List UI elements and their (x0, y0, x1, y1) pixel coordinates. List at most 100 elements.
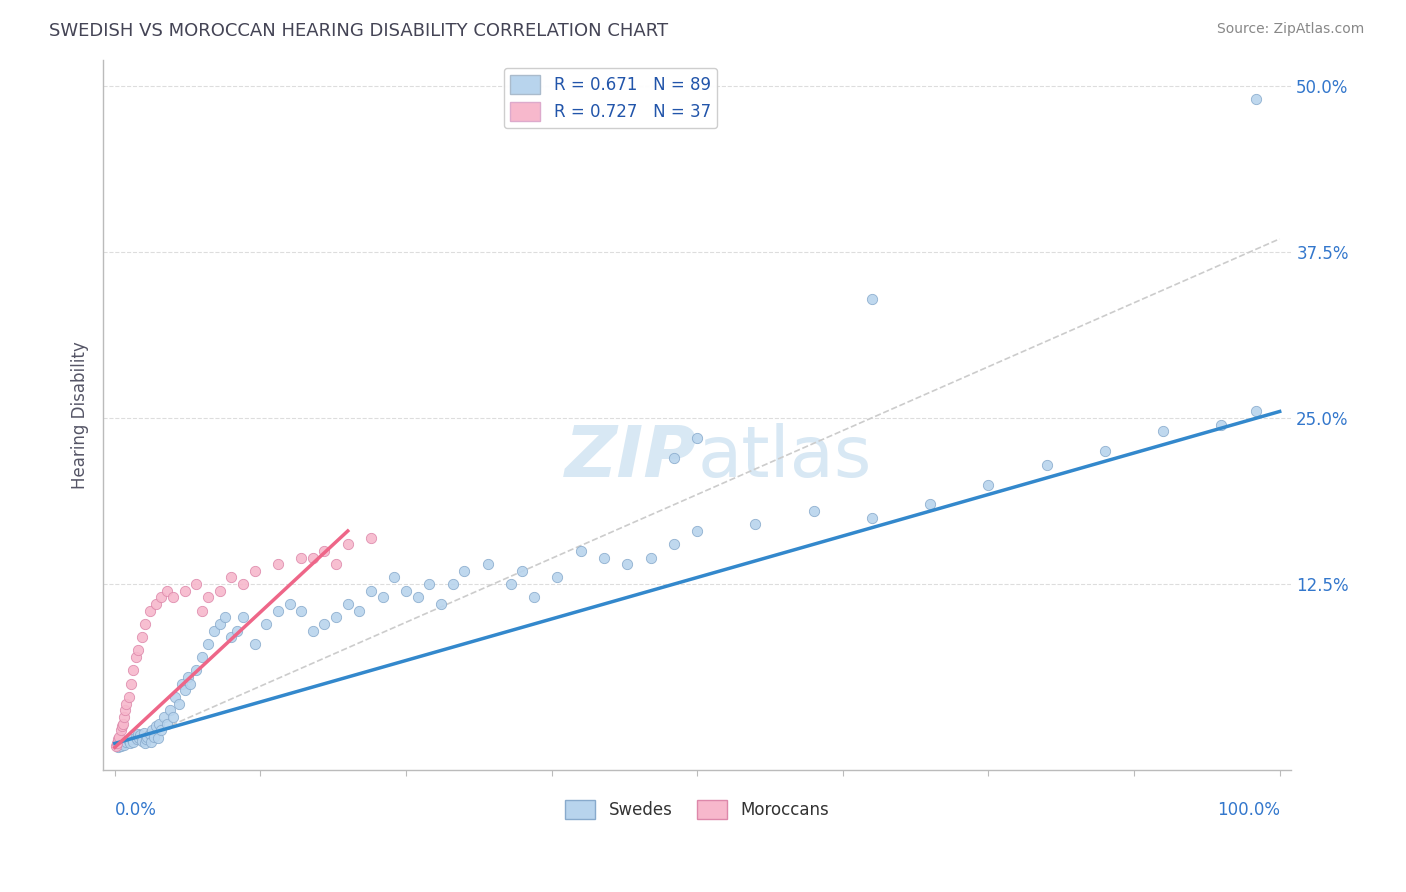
Point (162, 710, 184, 724)
Point (860, 292, 883, 306)
Point (128, 731, 150, 745)
Point (172, 676, 194, 690)
Point (104, 739, 127, 753)
Legend: Swedes, Moroccans: Swedes, Moroccans (558, 793, 837, 826)
Point (146, 731, 169, 745)
Point (382, 570, 405, 584)
Text: 0.0%: 0.0% (115, 800, 156, 819)
Point (134, 736, 156, 750)
Point (325, 557, 347, 571)
Point (267, 604, 290, 618)
Point (145, 597, 167, 611)
Point (127, 727, 149, 741)
Point (441, 577, 464, 591)
Point (159, 703, 181, 717)
Point (150, 591, 173, 605)
Point (132, 726, 155, 740)
Point (138, 727, 160, 741)
Point (186, 664, 208, 678)
Point (111, 719, 134, 733)
Point (131, 733, 153, 747)
Point (744, 517, 766, 532)
Text: ZIP: ZIP (565, 424, 697, 492)
Point (640, 550, 662, 565)
Point (127, 643, 149, 657)
Point (173, 583, 195, 598)
Point (301, 550, 323, 565)
Point (686, 524, 709, 538)
Point (197, 637, 219, 651)
Point (107, 740, 129, 755)
Point (1035, 458, 1057, 472)
Point (219, 570, 242, 584)
Point (406, 591, 429, 605)
Point (136, 730, 159, 744)
Point (208, 583, 231, 598)
Point (430, 597, 453, 611)
Point (143, 730, 166, 744)
Point (1246, 404, 1268, 418)
Point (191, 604, 214, 618)
Point (135, 732, 157, 747)
Point (686, 431, 709, 445)
Point (186, 577, 208, 591)
Point (512, 564, 534, 578)
Point (167, 697, 190, 711)
Point (243, 564, 266, 578)
Text: Source: ZipAtlas.com: Source: ZipAtlas.com (1216, 22, 1364, 37)
Point (131, 630, 153, 644)
Point (125, 730, 148, 744)
Point (145, 719, 167, 733)
Point (254, 616, 277, 631)
Point (1152, 425, 1174, 439)
Point (477, 557, 499, 571)
Point (179, 676, 201, 690)
Point (115, 735, 138, 749)
Point (129, 729, 152, 743)
Text: SWEDISH VS MOROCCAN HEARING DISABILITY CORRELATION CHART: SWEDISH VS MOROCCAN HEARING DISABILITY C… (49, 22, 668, 40)
Point (122, 735, 145, 749)
Point (593, 550, 616, 565)
Point (523, 591, 546, 605)
Point (214, 610, 236, 624)
Point (112, 710, 135, 724)
Point (569, 544, 592, 558)
Point (125, 650, 148, 665)
Point (108, 730, 131, 744)
Point (139, 735, 162, 749)
Point (107, 732, 129, 747)
Point (156, 716, 179, 731)
Point (860, 510, 883, 524)
Point (290, 550, 312, 565)
Point (232, 577, 254, 591)
Point (616, 557, 638, 571)
Point (125, 732, 148, 747)
Point (191, 650, 214, 665)
Point (105, 736, 128, 750)
Point (662, 450, 685, 465)
Point (314, 616, 336, 631)
Point (803, 504, 825, 518)
Point (1094, 444, 1116, 458)
Point (120, 676, 142, 690)
Point (111, 736, 134, 750)
Point (546, 570, 568, 584)
Point (173, 683, 195, 698)
Point (1246, 92, 1268, 106)
Point (290, 604, 312, 618)
Point (453, 564, 475, 578)
Point (336, 537, 359, 551)
Point (122, 664, 145, 678)
Point (110, 723, 132, 738)
Point (202, 624, 225, 638)
Point (162, 591, 184, 605)
Point (148, 716, 170, 731)
Point (301, 624, 323, 638)
Point (349, 604, 371, 618)
Point (325, 610, 347, 624)
Point (418, 577, 440, 591)
Point (114, 703, 136, 717)
Point (232, 610, 254, 624)
Point (920, 498, 942, 512)
Point (336, 597, 359, 611)
